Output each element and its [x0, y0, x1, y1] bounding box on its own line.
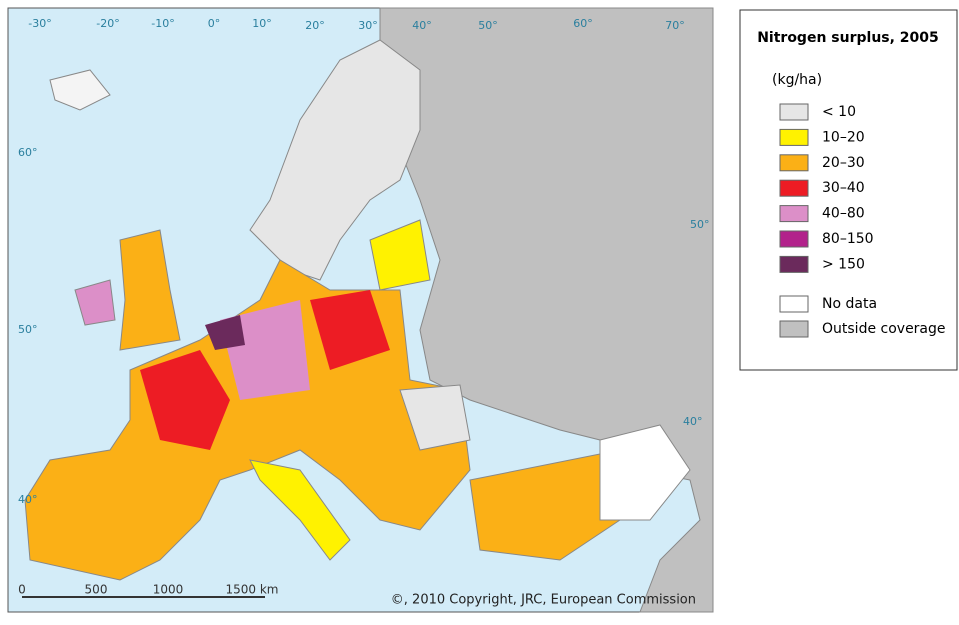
copyright: ©, 2010 Copyright, JRC, European Commiss… [391, 593, 696, 608]
legend-label: 10–20 [822, 129, 865, 145]
latitude-label: 40° [18, 493, 38, 506]
latitude-label: 40° [683, 415, 703, 428]
map [7, 7, 714, 613]
italy [249, 459, 351, 561]
longitude-label: 40° [412, 19, 432, 32]
longitude-label: 20° [305, 19, 325, 32]
iceland [49, 69, 111, 111]
legend-swatch [779, 255, 809, 273]
legend-label: > 150 [822, 256, 865, 272]
legend-label: Outside coverage [822, 321, 946, 337]
scale-label: 500 [85, 583, 108, 597]
legend-label: 20–30 [822, 155, 865, 171]
great-britain [119, 229, 181, 351]
latitude-label: 60° [18, 146, 38, 159]
latitude-label: 50° [690, 218, 710, 231]
poland-area [310, 290, 390, 370]
scale-label: 0 [18, 583, 26, 597]
france-area [140, 350, 230, 450]
latitude-label: 50° [18, 323, 38, 336]
legend-title: Nitrogen surplus, 2005 [757, 30, 939, 46]
legend-swatch [779, 230, 809, 248]
longitude-label: -30° [28, 17, 51, 30]
turkey-east [599, 424, 691, 521]
legend-swatch [779, 205, 809, 223]
longitude-label: 30° [358, 19, 378, 32]
legend-swatch [779, 320, 809, 338]
longitude-label: -10° [151, 17, 174, 30]
longitude-label: 0° [208, 17, 221, 30]
ireland [74, 279, 116, 326]
legend-label: 40–80 [822, 206, 865, 222]
legend-swatch [779, 103, 809, 121]
turkey [469, 449, 621, 561]
legend-unit: (kg/ha) [772, 72, 822, 88]
baltics [369, 219, 431, 291]
legend-label: No data [822, 296, 877, 312]
longitude-label: -20° [96, 17, 119, 30]
scale-label: 1000 [153, 583, 184, 597]
scale-label: 1500 km [226, 583, 279, 597]
legend-swatch [779, 295, 809, 313]
longitude-label: 60° [573, 17, 593, 30]
legend-swatch [779, 154, 809, 172]
germany-area [220, 300, 310, 400]
longitude-label: 10° [252, 17, 272, 30]
netherlands-area [205, 315, 245, 350]
romania [399, 384, 471, 451]
legend-swatch [779, 179, 809, 197]
legend-label: 80–150 [822, 231, 874, 247]
longitude-label: 70° [665, 19, 685, 32]
legend-swatch [779, 128, 809, 146]
legend-label: < 10 [822, 104, 856, 120]
legend-box [739, 9, 958, 371]
longitude-label: 50° [478, 19, 498, 32]
legend-label: 30–40 [822, 180, 865, 196]
